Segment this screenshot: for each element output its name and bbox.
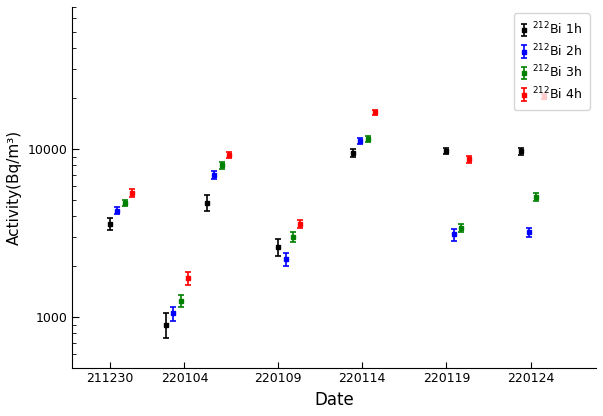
X-axis label: Date: Date	[314, 391, 354, 409]
Y-axis label: Activity(Bq/m³): Activity(Bq/m³)	[7, 130, 22, 245]
Legend: $^{212}$Bi 1h, $^{212}$Bi 2h, $^{212}$Bi 3h, $^{212}$Bi 4h: $^{212}$Bi 1h, $^{212}$Bi 2h, $^{212}$Bi…	[514, 13, 590, 109]
